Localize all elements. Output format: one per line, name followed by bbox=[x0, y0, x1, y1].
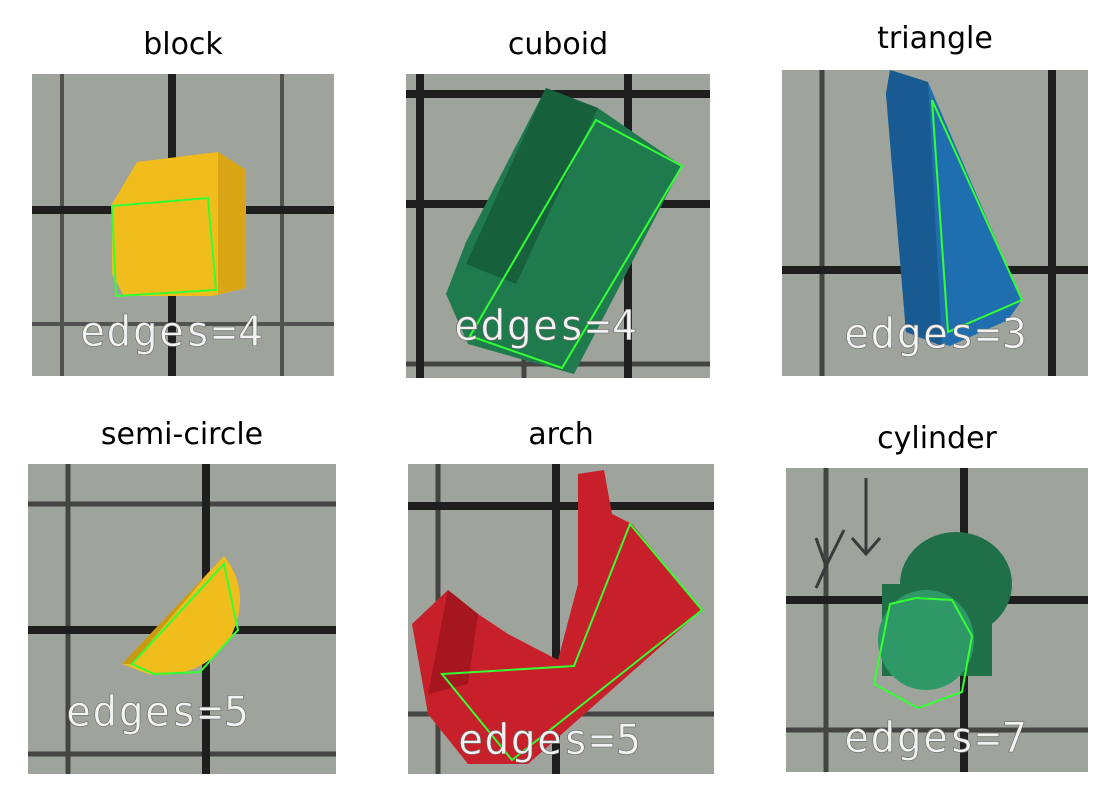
edges-label: edges=4 bbox=[454, 301, 638, 350]
edges-label: edges=7 bbox=[844, 713, 1028, 762]
semi-circle-photo: edges=5 bbox=[28, 464, 336, 774]
edges-label: edges=5 bbox=[66, 687, 250, 736]
triangle-photo: edges=3 bbox=[782, 70, 1088, 376]
panel-title: arch bbox=[528, 417, 594, 452]
panel-cuboid: cuboid edges=4 bbox=[406, 24, 710, 378]
edges-label: edges=4 bbox=[80, 307, 264, 356]
block-photo: edges=4 bbox=[32, 74, 334, 376]
contour-outline bbox=[110, 196, 218, 298]
cuboid-photo: edges=4 bbox=[406, 74, 710, 378]
edges-label: edges=5 bbox=[458, 715, 642, 764]
contour-outline bbox=[931, 99, 1024, 334]
handwritten-mark bbox=[814, 478, 882, 589]
panel-title: cuboid bbox=[507, 27, 609, 62]
contour-outline bbox=[130, 561, 240, 676]
contour-outline bbox=[468, 118, 684, 370]
panel-title: semi-circle bbox=[100, 417, 264, 452]
panel-cylinder: cylinder edges=7 bbox=[786, 418, 1088, 774]
panel-title: triangle bbox=[877, 21, 993, 56]
panel-triangle: triangle edges=3 bbox=[782, 20, 1088, 376]
contour-outline bbox=[439, 522, 704, 762]
cylinder-photo: edges=7 bbox=[786, 468, 1088, 772]
panel-arch: arch edges=5 bbox=[408, 414, 714, 774]
panel-title: cylinder bbox=[877, 421, 997, 456]
panel-semi-circle: semi-circle edges=5 bbox=[28, 414, 336, 774]
contour-outline bbox=[872, 596, 974, 710]
arch-photo: edges=5 bbox=[408, 464, 714, 774]
edges-label: edges=3 bbox=[844, 309, 1028, 358]
panel-block: block edges=4 bbox=[32, 24, 334, 376]
panel-title: block bbox=[143, 27, 223, 62]
